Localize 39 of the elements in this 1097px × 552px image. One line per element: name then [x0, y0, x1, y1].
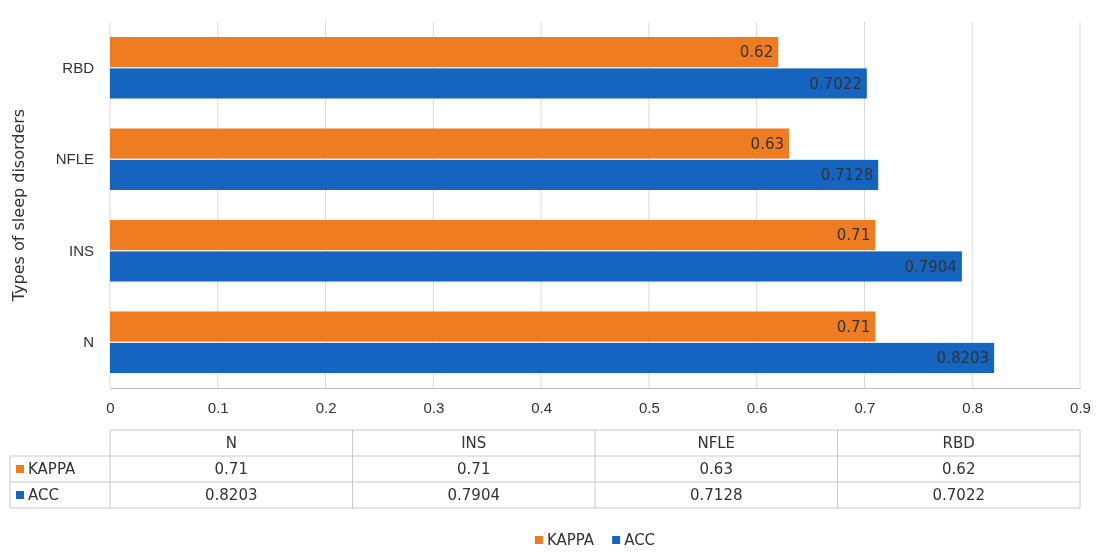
- data-label: 0.63: [750, 134, 784, 153]
- text: 0.62: [942, 460, 976, 479]
- data-label: 0.62: [739, 43, 774, 62]
- y-tick-label: INS: [68, 241, 94, 259]
- y-tick-label: RBD: [62, 58, 95, 76]
- text: KAPPA: [546, 531, 595, 550]
- text: 0.71: [457, 460, 491, 479]
- y-tick-label: N: [83, 333, 94, 351]
- x-tick-label: 0.1: [207, 398, 229, 416]
- x-tick-label: 0.9: [1070, 398, 1091, 416]
- x-tick-label: 0: [106, 398, 115, 416]
- category-label: NFLE: [697, 434, 736, 453]
- text: 0.7128: [690, 486, 743, 505]
- legend-label: ACC: [28, 486, 59, 505]
- data-label: 0.7022: [809, 74, 862, 93]
- x-tick-label: 0.8: [962, 398, 984, 416]
- category-label: INS: [461, 434, 487, 453]
- category-label: RBD: [942, 434, 975, 453]
- x-tick-label: 0.2: [315, 398, 337, 416]
- x-tick-label: 0.6: [746, 398, 768, 416]
- text: 0.71: [214, 460, 248, 479]
- category-label: N: [225, 434, 237, 453]
- text: 0.7022: [932, 486, 985, 505]
- x-tick-label: 0.4: [531, 398, 553, 416]
- data-label: 0.71: [836, 317, 871, 336]
- x-tick-label: 0.5: [638, 398, 660, 416]
- text: ACC: [624, 531, 656, 550]
- data-label: 0.7128: [820, 166, 874, 185]
- text: 0.7904: [447, 486, 500, 505]
- text: 0.63: [699, 460, 733, 479]
- x-tick-label: 0.3: [423, 398, 445, 416]
- x-tick-label: 0.7: [854, 398, 876, 416]
- data-label: 0.8203: [936, 349, 990, 368]
- data-label: 0.71: [836, 226, 871, 245]
- legend-label: KAPPA: [28, 460, 76, 479]
- y-axis-title: Types of sleep disorders: [9, 108, 28, 303]
- data-label: 0.7904: [904, 257, 957, 276]
- y-tick-label: NFLE: [55, 150, 94, 168]
- text: 0.8203: [205, 486, 258, 505]
